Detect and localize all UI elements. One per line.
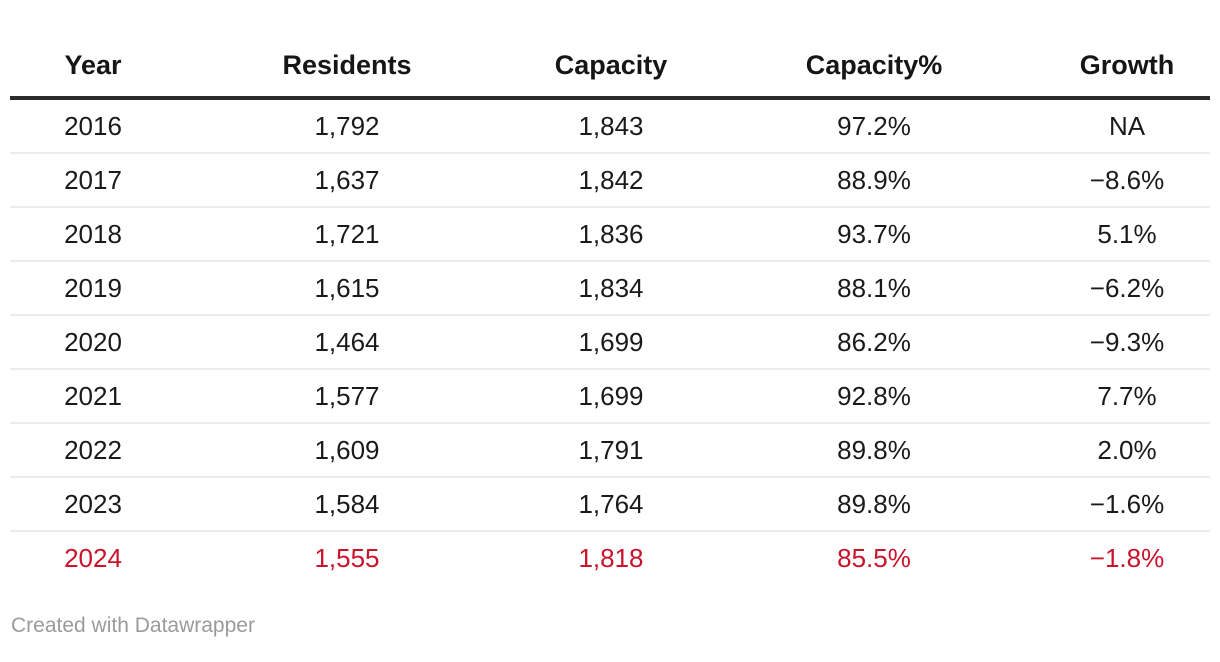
cell-residents: 1,637: [176, 153, 518, 208]
cell-year: 2019: [10, 261, 176, 316]
cell-growth: −1.8%: [1089, 542, 1165, 573]
table-row-2021: 2021 1,577 1,699 92.8% 7.7%: [10, 369, 1210, 424]
cell-residents: 1,609: [176, 423, 518, 478]
cell-capacity-pct: 88.1%: [704, 261, 1044, 316]
datawrapper-table: Year Residents Capacity Capacity% Growth…: [10, 34, 1210, 637]
table-row-2019: 2019 1,615 1,834 88.1% −6.2%: [10, 261, 1210, 316]
cell-year: 2021: [10, 369, 176, 424]
cell-capacity: 1,842: [518, 153, 704, 208]
cell-year: 2024: [64, 542, 122, 573]
cell-year: 2018: [10, 207, 176, 262]
cell-capacity: 1,764: [518, 477, 704, 532]
cell-capacity-pct: 97.2%: [704, 98, 1044, 154]
cell-growth: 2.0%: [1044, 423, 1210, 478]
cell-capacity: 1,834: [518, 261, 704, 316]
table-body: 2016 1,792 1,843 97.2% NA 2017 1,637 1,8…: [10, 98, 1210, 584]
cell-residents: 1,464: [176, 315, 518, 370]
cell-growth: 7.7%: [1044, 369, 1210, 424]
cell-year: 2022: [10, 423, 176, 478]
cell-year: 2016: [10, 98, 176, 154]
attribution-text: Created with Datawrapper: [11, 614, 255, 637]
column-header-year: Year: [10, 34, 176, 100]
cell-capacity-pct: 88.9%: [704, 153, 1044, 208]
cell-residents: 1,584: [176, 477, 518, 532]
cell-growth: 5.1%: [1044, 207, 1210, 262]
table-row-2018: 2018 1,721 1,836 93.7% 5.1%: [10, 207, 1210, 262]
column-header-growth: Growth: [1044, 34, 1210, 100]
column-header-residents: Residents: [176, 34, 518, 100]
cell-capacity: 1,699: [518, 369, 704, 424]
cell-residents: 1,615: [176, 261, 518, 316]
cell-growth: −8.6%: [1044, 153, 1210, 208]
cell-capacity-pct: 86.2%: [704, 315, 1044, 370]
cell-capacity-pct: 85.5%: [837, 542, 911, 573]
cell-capacity-pct: 89.8%: [704, 477, 1044, 532]
cell-growth: −9.3%: [1044, 315, 1210, 370]
cell-growth: −1.6%: [1044, 477, 1210, 532]
cell-capacity-pct: 93.7%: [704, 207, 1044, 262]
cell-capacity-pct: 89.8%: [704, 423, 1044, 478]
table-row-2017: 2017 1,637 1,842 88.9% −8.6%: [10, 153, 1210, 208]
table-header: Year Residents Capacity Capacity% Growth: [10, 34, 1210, 100]
cell-capacity-pct: 92.8%: [704, 369, 1044, 424]
cell-residents: 1,555: [314, 542, 380, 573]
header-row: Year Residents Capacity Capacity% Growth: [10, 34, 1210, 100]
column-header-capacity: Capacity: [518, 34, 704, 100]
table-row-2023: 2023 1,584 1,764 89.8% −1.6%: [10, 477, 1210, 532]
column-header-capacity-pct: Capacity%: [704, 34, 1044, 100]
table-row-2016: 2016 1,792 1,843 97.2% NA: [10, 98, 1210, 154]
cell-growth: −6.2%: [1044, 261, 1210, 316]
cell-year: 2023: [10, 477, 176, 532]
cell-capacity: 1,836: [518, 207, 704, 262]
cell-residents: 1,577: [176, 369, 518, 424]
table-row-2022: 2022 1,609 1,791 89.8% 2.0%: [10, 423, 1210, 478]
cell-capacity: 1,791: [518, 423, 704, 478]
data-table: Year Residents Capacity Capacity% Growth…: [10, 34, 1210, 584]
cell-capacity: 1,818: [578, 542, 644, 573]
cell-year: 2017: [10, 153, 176, 208]
table-row-2024-highlighted: 2024 1,555 1,818 85.5% −1.8%: [10, 531, 1210, 584]
cell-growth: NA: [1044, 98, 1210, 154]
cell-residents: 1,792: [176, 98, 518, 154]
cell-year: 2020: [10, 315, 176, 370]
cell-capacity: 1,699: [518, 315, 704, 370]
cell-capacity: 1,843: [518, 98, 704, 154]
table-row-2020: 2020 1,464 1,699 86.2% −9.3%: [10, 315, 1210, 370]
cell-residents: 1,721: [176, 207, 518, 262]
